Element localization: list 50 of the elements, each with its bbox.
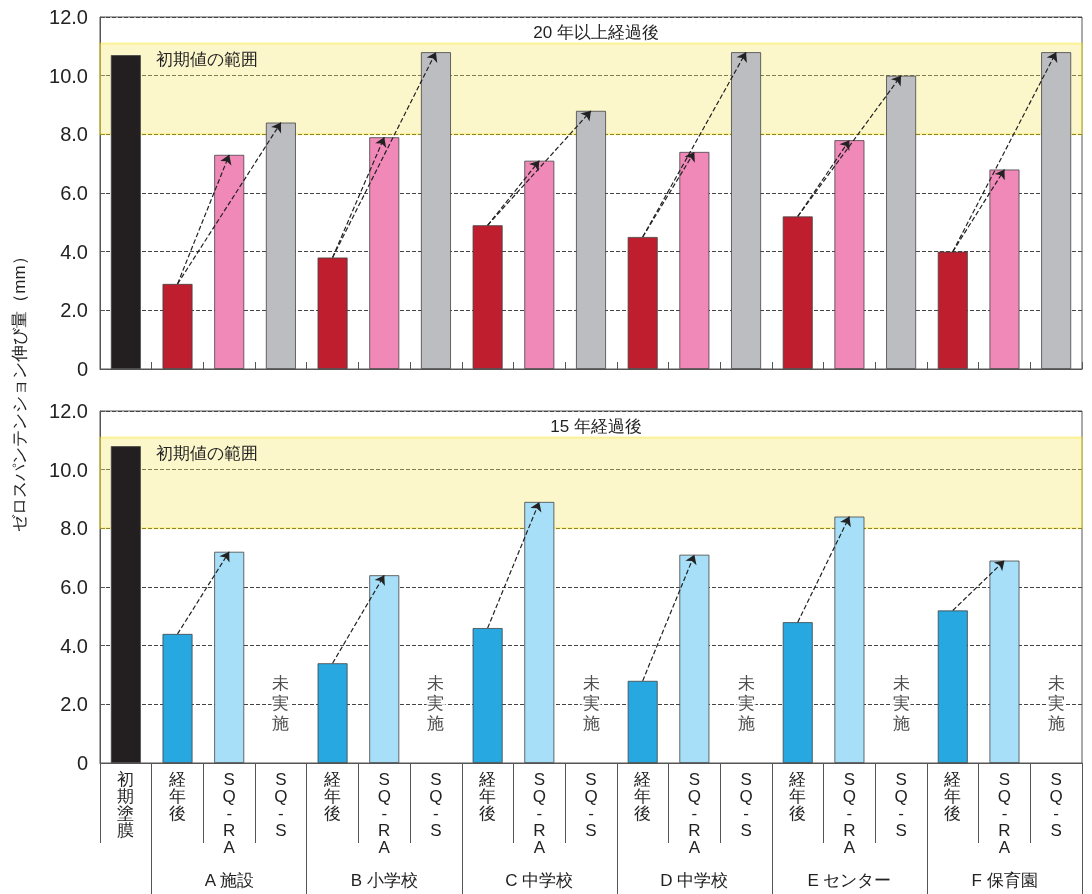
x-tick-label: SQ-S: [274, 770, 288, 840]
band-label: 初期値の範囲: [156, 50, 258, 70]
y-tick-label: 0: [76, 358, 88, 380]
y-tick-label: 6.0: [60, 182, 88, 204]
x-tick-label: SQ-S: [894, 770, 908, 840]
y-tick-label: 0: [76, 752, 88, 774]
y-tick-label: 6.0: [60, 576, 88, 598]
y-tick-label: 2.0: [60, 693, 88, 716]
y-tick-label: 12.0: [49, 400, 88, 422]
y-axis-title: ゼロスパンテンション伸び量（mm）: [10, 247, 30, 534]
x-tick-label: 経年後: [478, 770, 497, 823]
chart-title: 15 年経過後: [550, 417, 642, 436]
band-label: 初期値の範囲: [156, 444, 258, 464]
x-tick-label: SQ-RA: [997, 770, 1012, 857]
text: F 保育園: [971, 871, 1038, 890]
text: B 小学校: [350, 871, 418, 890]
x-tick-label: SQ-RA: [377, 770, 391, 857]
x-tick-label: SQ-S: [584, 770, 598, 840]
x-tick-label: SQ-S: [739, 770, 753, 840]
text: 未実施: [892, 673, 910, 733]
chart-title: 20 年以上経過後: [533, 23, 659, 42]
x-tick-label: 初期塗膜: [117, 770, 135, 840]
x-tick-label: SQ-RA: [222, 770, 236, 857]
text: 未実施: [272, 673, 290, 733]
text: 未実施: [1047, 673, 1065, 733]
x-tick-label: SQ-S: [1049, 770, 1063, 840]
text: C 中学校: [505, 871, 574, 890]
y-tick-label: 4.0: [60, 634, 88, 657]
x-tick-label: 経年後: [323, 770, 342, 823]
x-tick-label: SQ-RA: [687, 770, 701, 857]
y-tick-label: 8.0: [60, 123, 88, 146]
y-tick-label: 2.0: [60, 299, 88, 322]
text: D 中学校: [660, 871, 729, 890]
y-tick-label: 12.0: [49, 6, 88, 28]
text: E センター: [807, 871, 892, 890]
text: 未実施: [582, 673, 600, 733]
text: 未実施: [427, 673, 445, 733]
y-tick-label: 10.0: [49, 458, 88, 481]
x-tick-label: 経年後: [168, 770, 187, 823]
x-tick-label: SQ-RA: [532, 770, 546, 857]
x-tick-label: SQ-RA: [842, 770, 857, 857]
x-tick-label: 経年後: [788, 770, 807, 823]
text: 未実施: [737, 673, 755, 733]
y-tick-label: 8.0: [60, 517, 88, 540]
x-tick-label: 経年後: [943, 770, 962, 823]
y-tick-label: 4.0: [60, 240, 88, 263]
text: A 施設: [204, 871, 254, 890]
x-tick-label: 経年後: [633, 770, 652, 823]
x-tick-label: SQ-S: [429, 770, 443, 840]
y-tick-label: 10.0: [49, 64, 88, 87]
